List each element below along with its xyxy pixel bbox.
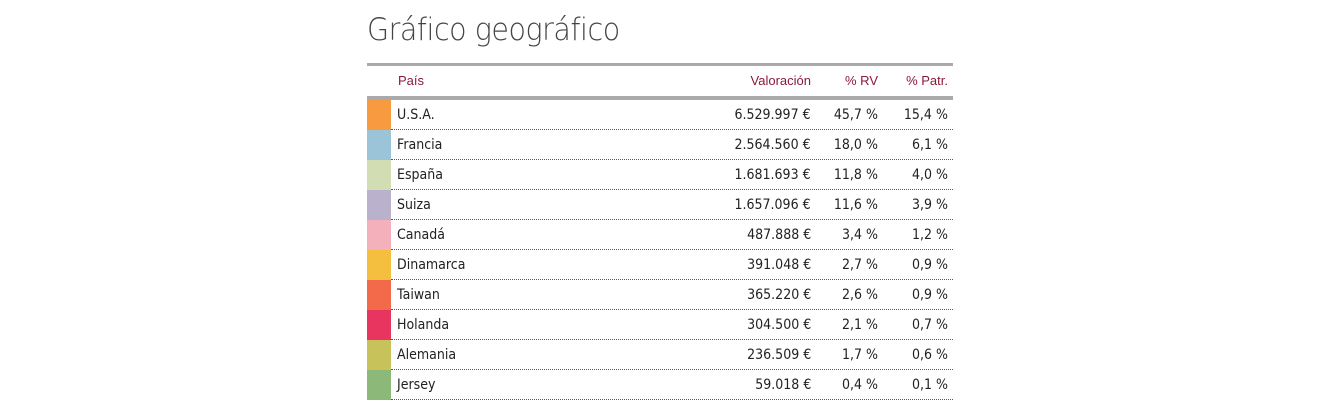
value-cell: 365.220 €	[746, 287, 811, 303]
rv-cell: 11,8 %	[833, 167, 878, 183]
value-cell: 1.681.693 €	[734, 167, 811, 183]
table-row: Canadá 487.888 € 3,4 % 1,2 %	[367, 220, 953, 250]
value-cell: 236.509 €	[746, 347, 811, 363]
rv-cell: 2,1 %	[841, 317, 878, 333]
divider	[367, 96, 953, 100]
value-cell: 2.564.560 €	[734, 137, 811, 153]
country-cell: Jersey	[397, 377, 436, 393]
country-cell: Dinamarca	[397, 257, 466, 273]
table-row: Francia 2.564.560 € 18,0 % 6,1 %	[367, 130, 953, 160]
color-swatch	[367, 250, 391, 280]
country-cell: Francia	[397, 137, 443, 153]
color-swatch	[367, 280, 391, 310]
color-swatch	[367, 130, 391, 160]
rv-cell: 3,4 %	[841, 227, 878, 243]
table-row: U.S.A. 6.529.997 € 45,7 % 15,4 %	[367, 100, 953, 130]
patr-cell: 6,1 %	[911, 137, 948, 153]
rv-cell: 0,4 %	[841, 377, 878, 393]
rv-cell: 11,6 %	[833, 197, 878, 213]
country-cell: Taiwan	[397, 287, 440, 303]
country-cell: U.S.A.	[397, 107, 435, 123]
value-cell: 6.529.997 €	[734, 107, 811, 123]
value-cell: 304.500 €	[746, 317, 811, 333]
patr-cell: 0,9 %	[911, 287, 948, 303]
rv-cell: 18,0 %	[833, 137, 878, 153]
color-swatch	[367, 190, 391, 220]
rv-cell: 2,6 %	[841, 287, 878, 303]
patr-cell: 15,4 %	[903, 107, 948, 123]
table-row: Alemania 236.509 € 1,7 % 0,6 %	[367, 340, 953, 370]
country-cell: Suiza	[397, 197, 431, 213]
color-swatch	[367, 160, 391, 190]
table-row: España 1.681.693 € 11,8 % 4,0 %	[367, 160, 953, 190]
country-cell: Holanda	[397, 317, 450, 333]
rv-cell: 45,7 %	[833, 107, 878, 123]
geographic-table: País Valoración % RV % Patr. U.S.A. 6.52…	[367, 63, 953, 400]
patr-cell: 0,7 %	[911, 317, 948, 333]
patr-cell: 4,0 %	[911, 167, 948, 183]
country-cell: Alemania	[397, 347, 457, 363]
patr-cell: 0,1 %	[911, 377, 948, 393]
patr-cell: 0,6 %	[911, 347, 948, 363]
country-cell: España	[397, 167, 443, 183]
value-cell: 1.657.096 €	[734, 197, 811, 213]
table-row: Taiwan 365.220 € 2,6 % 0,9 %	[367, 280, 953, 310]
table-header: País Valoración % RV % Patr.	[367, 66, 953, 96]
color-swatch	[367, 100, 391, 130]
value-cell: 487.888 €	[746, 227, 811, 243]
header-value[interactable]: Valoración	[750, 73, 811, 88]
value-cell: 391.048 €	[746, 257, 811, 273]
rv-cell: 1,7 %	[841, 347, 878, 363]
patr-cell: 1,2 %	[911, 227, 948, 243]
color-swatch	[367, 220, 391, 250]
value-cell: 59.018 €	[754, 377, 811, 393]
patr-cell: 0,9 %	[911, 257, 948, 273]
patr-cell: 3,9 %	[911, 197, 948, 213]
color-swatch	[367, 370, 391, 400]
header-country[interactable]: País	[398, 73, 425, 88]
page-title: Gráfico geográfico	[367, 12, 620, 48]
color-swatch	[367, 310, 391, 340]
divider	[367, 63, 953, 66]
table-row: Dinamarca 391.048 € 2,7 % 0,9 %	[367, 250, 953, 280]
table-row: Jersey 59.018 € 0,4 % 0,1 %	[367, 370, 953, 400]
header-rv[interactable]: % RV	[845, 73, 878, 88]
color-swatch	[367, 340, 391, 370]
header-patr[interactable]: % Patr.	[906, 73, 948, 88]
rv-cell: 2,7 %	[841, 257, 878, 273]
table-row: Suiza 1.657.096 € 11,6 % 3,9 %	[367, 190, 953, 220]
country-cell: Canadá	[397, 227, 445, 243]
table-row: Holanda 304.500 € 2,1 % 0,7 %	[367, 310, 953, 340]
